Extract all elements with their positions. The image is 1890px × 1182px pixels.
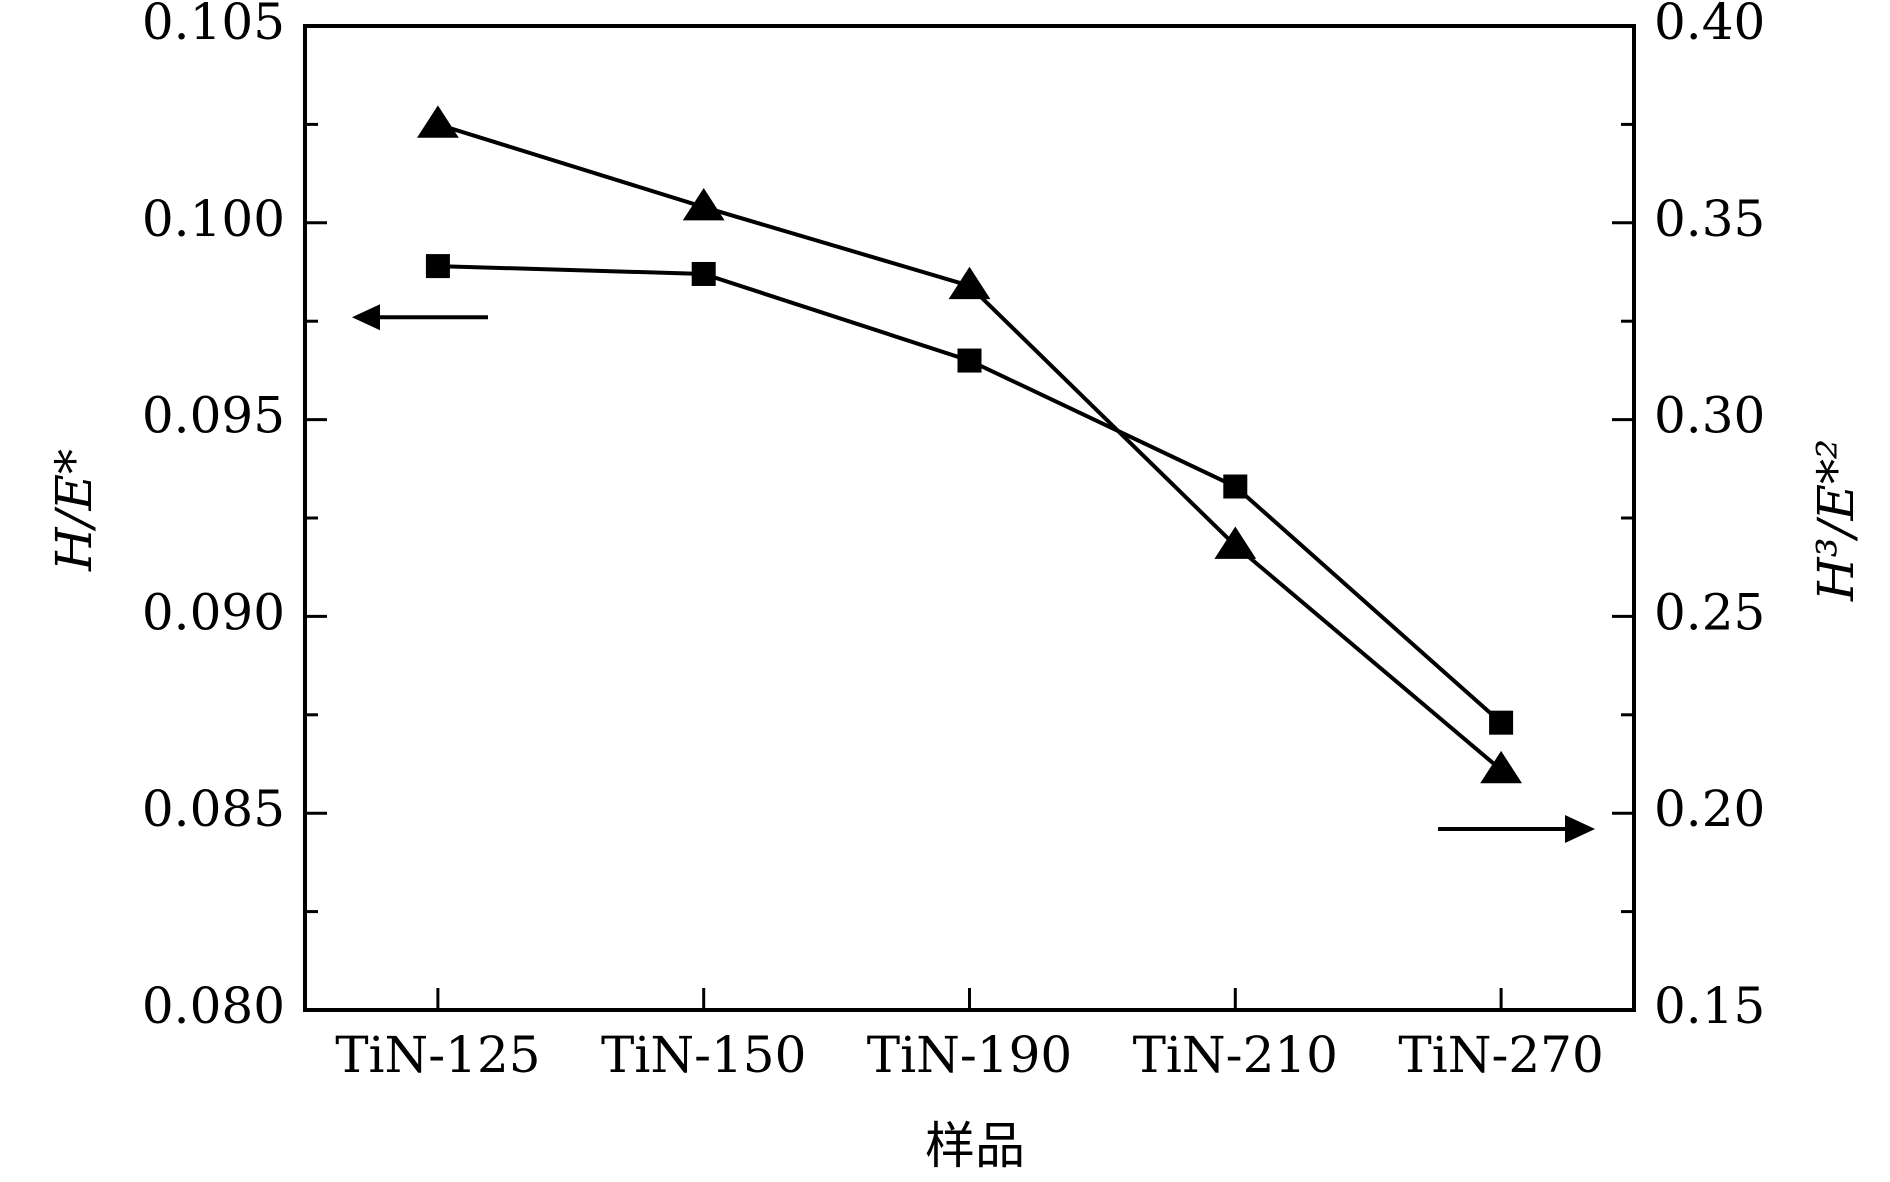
x-tick-label: TiN-270 [1398,1026,1603,1084]
plot-frame [303,24,1636,1012]
series-1-square-marker [957,348,982,373]
series-2-line [437,122,1503,772]
series-1-square-marker [1223,474,1248,499]
series-1-line [437,264,1503,725]
x-tick-label: TiN-150 [601,1026,806,1084]
y-left-tick-label: 0.080 [142,977,285,1035]
series-1-square-marker [425,254,450,279]
axis-ticks [305,24,1634,1012]
series-2-triangle-marker [948,266,991,300]
y-right-tick-label: 0.25 [1654,583,1765,641]
y-right-tick-label: 0.15 [1654,977,1765,1035]
y-left-tick-label: 0.085 [142,780,285,838]
plot-area-border [303,24,1636,1012]
x-tick-label: TiN-190 [867,1026,1072,1084]
y-left-tick-label: 0.105 [142,0,285,51]
series-1-square-marker [1489,710,1514,735]
series-group [417,105,1522,784]
x-axis-title: 样品 [925,1117,1025,1175]
y-left-tick-label: 0.095 [142,387,285,445]
series-2-triangle-marker [682,188,725,221]
y-right-tick-label: 0.20 [1654,780,1765,838]
y-axis-right-title: H³/E*² [1807,439,1865,602]
left-arrow-icon [352,304,380,331]
axis-indicator-arrows [352,304,1595,843]
series-1-square-marker [691,261,716,286]
y-axis-left-title: H/E* [45,449,103,572]
y-right-tick-label: 0.35 [1654,190,1765,248]
y-left-tick-label: 0.090 [142,583,285,641]
series-2-triangle-marker [1480,750,1522,784]
y-left-tick-label: 0.100 [142,190,285,248]
tick-labels: 0.080 0.085 0.090 0.095 0.100 0.105 0.15 0.20 0.… [142,0,1765,1084]
right-arrow-icon [1565,814,1595,843]
x-tick-label: TiN-125 [335,1026,540,1084]
y-right-tick-label: 0.40 [1654,0,1765,51]
y-right-tick-label: 0.30 [1654,387,1765,445]
series-2-triangle-marker [1214,526,1257,559]
x-tick-label: TiN-210 [1133,1026,1338,1084]
series-2-triangle-marker [417,105,459,138]
